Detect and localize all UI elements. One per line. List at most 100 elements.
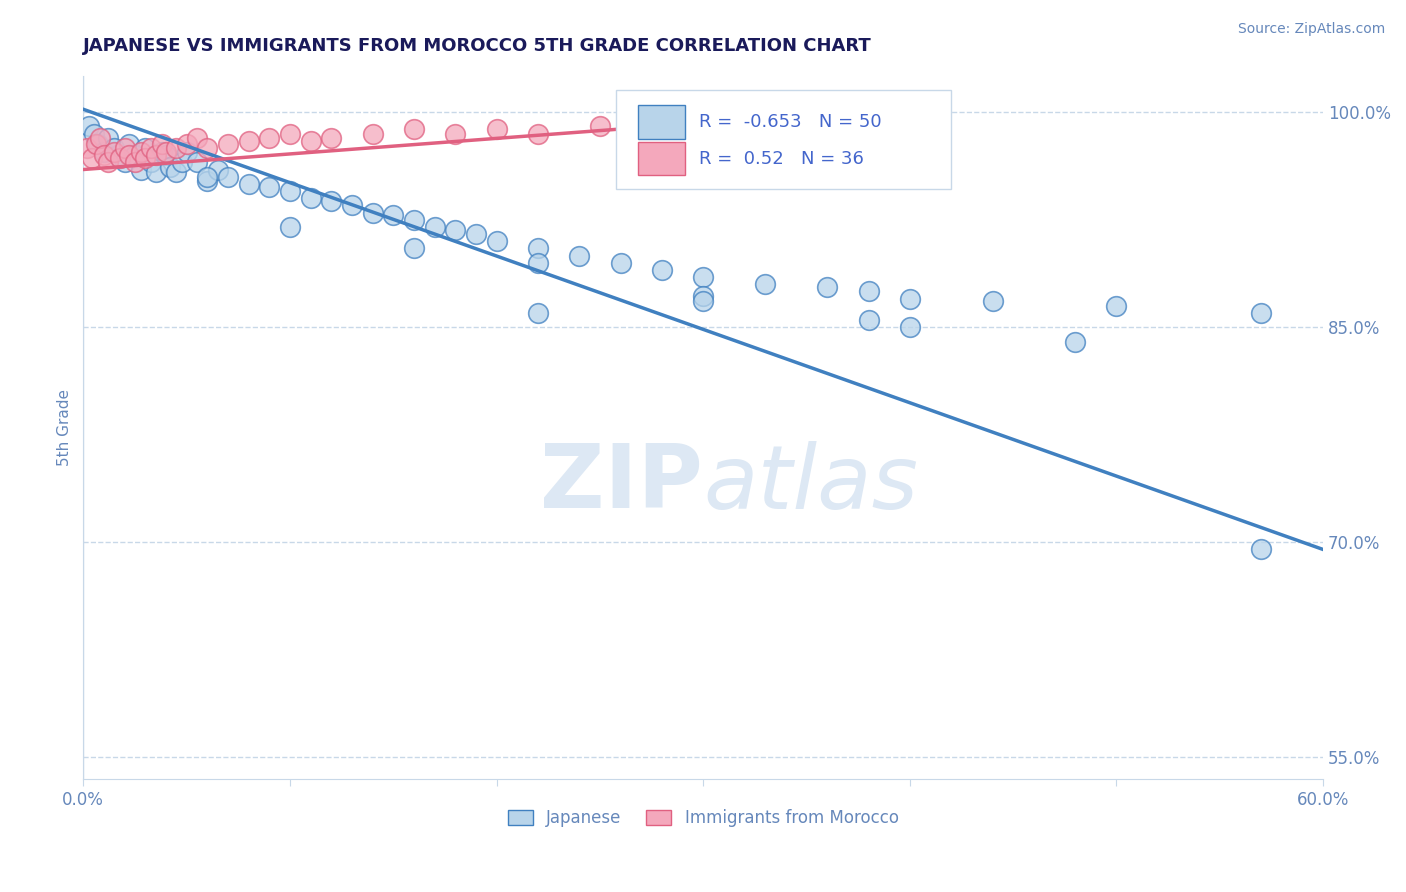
Point xyxy=(589,120,612,134)
Point xyxy=(898,292,921,306)
FancyBboxPatch shape xyxy=(616,90,952,189)
Point xyxy=(609,256,631,270)
Point xyxy=(155,145,177,160)
Point xyxy=(527,306,550,320)
Point xyxy=(103,141,125,155)
Point xyxy=(83,127,105,141)
Point xyxy=(176,145,198,160)
Point xyxy=(692,270,714,285)
Point xyxy=(150,136,173,151)
Point xyxy=(141,155,163,169)
Point xyxy=(527,241,550,255)
Point xyxy=(155,148,177,162)
Point xyxy=(76,141,98,155)
Point xyxy=(382,208,405,222)
Point xyxy=(299,191,322,205)
Point xyxy=(87,136,110,151)
Point xyxy=(195,141,218,155)
Point xyxy=(172,155,194,169)
Point xyxy=(692,288,714,302)
Point xyxy=(114,141,136,155)
Point xyxy=(134,141,156,155)
Point xyxy=(176,136,198,151)
Point xyxy=(145,148,167,162)
Point xyxy=(1105,299,1128,313)
Point xyxy=(651,122,673,136)
Point xyxy=(207,162,229,177)
Point xyxy=(129,162,152,177)
Point xyxy=(1250,306,1272,320)
Point xyxy=(402,212,425,227)
Text: atlas: atlas xyxy=(703,441,918,527)
Point xyxy=(321,194,343,208)
Point xyxy=(110,151,132,165)
Point xyxy=(734,120,756,134)
Text: R =  0.52   N = 36: R = 0.52 N = 36 xyxy=(700,150,865,168)
Point xyxy=(444,127,467,141)
Point xyxy=(1064,334,1087,349)
Point xyxy=(278,219,301,234)
Point xyxy=(692,294,714,309)
Bar xyxy=(637,142,685,176)
Point xyxy=(527,127,550,141)
Point xyxy=(858,285,880,299)
Point xyxy=(815,280,838,294)
Point xyxy=(402,241,425,255)
Point xyxy=(485,234,508,248)
Text: JAPANESE VS IMMIGRANTS FROM MOROCCO 5TH GRADE CORRELATION CHART: JAPANESE VS IMMIGRANTS FROM MOROCCO 5TH … xyxy=(83,37,872,55)
Bar xyxy=(637,105,685,139)
Point xyxy=(110,151,132,165)
Point xyxy=(259,179,281,194)
Point xyxy=(898,320,921,334)
Point xyxy=(754,277,776,292)
Point xyxy=(259,131,281,145)
Point xyxy=(186,131,208,145)
Point xyxy=(165,165,187,179)
Point xyxy=(651,263,673,277)
Point xyxy=(150,145,173,160)
Point xyxy=(485,122,508,136)
Point xyxy=(1250,542,1272,557)
Point xyxy=(124,155,146,169)
Point xyxy=(134,151,156,165)
Point xyxy=(84,136,107,151)
Point xyxy=(238,134,260,148)
Legend: Japanese, Immigrants from Morocco: Japanese, Immigrants from Morocco xyxy=(501,803,905,834)
Text: Source: ZipAtlas.com: Source: ZipAtlas.com xyxy=(1237,22,1385,37)
Point xyxy=(692,117,714,131)
Point xyxy=(444,223,467,237)
Point xyxy=(321,131,343,145)
Point xyxy=(79,120,101,134)
Point xyxy=(97,155,120,169)
Point xyxy=(129,145,152,160)
Point xyxy=(278,127,301,141)
Point xyxy=(118,136,141,151)
Point xyxy=(145,165,167,179)
Point xyxy=(103,145,125,160)
Point xyxy=(165,141,187,155)
Point xyxy=(217,136,239,151)
Point xyxy=(141,141,163,155)
Point xyxy=(858,313,880,327)
Point xyxy=(402,122,425,136)
Point xyxy=(568,248,591,262)
Point xyxy=(159,160,181,174)
Text: ZIP: ZIP xyxy=(540,441,703,527)
Point xyxy=(981,294,1004,309)
Point xyxy=(97,131,120,145)
Point xyxy=(195,169,218,184)
Point xyxy=(238,177,260,191)
Point xyxy=(118,148,141,162)
Point xyxy=(361,127,384,141)
Point xyxy=(423,219,446,234)
Point xyxy=(93,145,115,160)
Point xyxy=(186,155,208,169)
Point xyxy=(80,151,103,165)
Text: R =  -0.653   N = 50: R = -0.653 N = 50 xyxy=(700,113,882,131)
Point xyxy=(217,169,239,184)
Point xyxy=(340,198,363,212)
Point xyxy=(527,256,550,270)
Point xyxy=(278,184,301,198)
Point xyxy=(89,131,111,145)
Point xyxy=(464,227,486,241)
